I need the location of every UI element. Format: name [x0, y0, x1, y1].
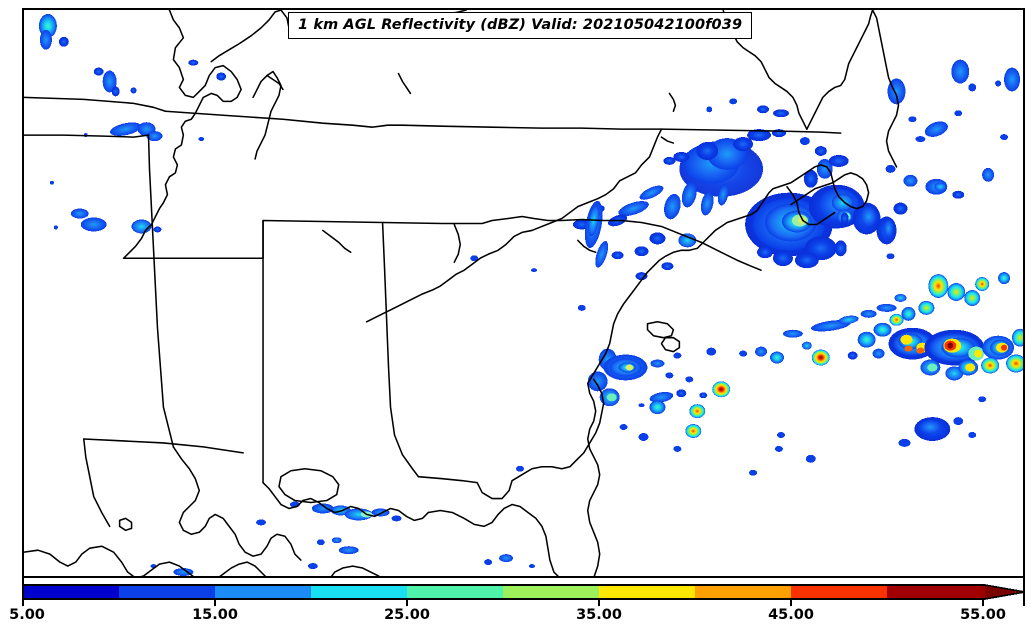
colorbar-canvas: [22, 578, 1026, 606]
coastline-atlantic-southeast: [586, 183, 786, 385]
map-panel: [22, 8, 1025, 578]
border-louisiana-arkansas: [82, 438, 244, 454]
colorbar: 5.00 15.00 25.00 35.00 45.00 55.00: [0, 578, 1033, 633]
river-tributary-c: [453, 223, 462, 263]
border-kentucky-north: [210, 10, 282, 63]
river-tributary-b: [397, 72, 412, 95]
colorbar-tick-label-55: 55.00: [960, 607, 1006, 623]
border-kentucky-tennessee: [164, 110, 663, 130]
colorbar-outline: [22, 584, 1026, 600]
coastline-delmarva-east: [871, 10, 900, 168]
map-boundaries-layer: [24, 10, 900, 576]
border-arkansas-louisiana: [24, 134, 150, 138]
coastline-florida-west: [586, 382, 601, 576]
map-canvas: [24, 10, 1023, 576]
lake-marion: [646, 321, 675, 339]
river-small-g: [660, 136, 675, 144]
coastline-florida-panhandle: [427, 503, 559, 576]
border-missouri-arkansas: [24, 96, 167, 113]
coastline-pamlico-sound: [786, 185, 836, 226]
colorbar-segments-render: [23, 585, 1025, 599]
river-tributary-a: [266, 74, 284, 91]
coastline-mississippi-alabama: [262, 481, 430, 522]
figure-title: 1 km AGL Reflectivity (dBZ) Valid: 20210…: [288, 12, 753, 39]
coastline-chesapeake-bay: [806, 10, 874, 130]
lake-moultrie: [660, 336, 681, 353]
lake-calcasieu: [118, 517, 133, 532]
border-louisiana-texas: [82, 438, 111, 528]
colorbar-tick-label-25: 25.00: [384, 607, 430, 623]
radar-reflectivity-layer: [38, 13, 1023, 576]
coastline-louisiana-delta: [172, 446, 302, 561]
colorbar-tick-label-5: 5.00: [9, 607, 45, 623]
colorbar-tick-label-35: 35.00: [576, 607, 622, 623]
colorbar-tick-label-15: 15.00: [192, 607, 238, 623]
border-tennessee-north-carolina: [365, 128, 663, 323]
border-mississippi-river-north: [122, 10, 242, 260]
border-north-south-carolina: [620, 219, 762, 271]
echo-group-arkansas-missouri: [38, 13, 227, 234]
border-louisiana-mississippi: [147, 134, 175, 448]
border-georgia-florida: [417, 452, 585, 500]
echo-group-georgia-south-carolina: [470, 255, 586, 311]
coastline-lake-pontchartrain: [278, 467, 340, 504]
border-alabama-georgia: [381, 221, 420, 478]
border-west-virginia: [252, 70, 282, 160]
river-small-e: [322, 229, 352, 254]
echo-group-offshore-convective-line: [587, 80, 1023, 476]
colorbar-right-cap: [1023, 578, 1025, 606]
coastline-outer-banks: [784, 164, 870, 210]
figure-title-text: 1 km AGL Reflectivity (dBZ) Valid: 20210…: [298, 17, 743, 33]
border-virginia-north-carolina: [660, 128, 842, 134]
coastline-gulf: [24, 545, 380, 576]
colorbar-ticks: [22, 599, 984, 606]
echo-group-virginia-complex: [572, 98, 908, 281]
colorbar-tick-label-45: 45.00: [768, 607, 814, 623]
border-tennessee-south: [122, 215, 623, 260]
border-georgia-south-carolina: [582, 378, 605, 454]
river-small-f: [668, 92, 677, 113]
echo-group-gulf-coast: [150, 465, 535, 576]
echo-group-kentucky-tennessee: [198, 137, 205, 142]
river-tributary-d: [577, 239, 597, 254]
